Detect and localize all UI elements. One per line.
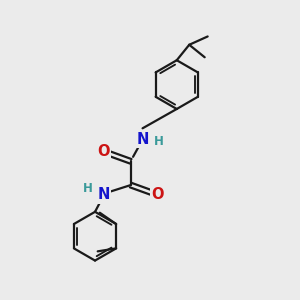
Text: O: O	[151, 188, 164, 202]
Text: O: O	[98, 144, 110, 159]
Text: N: N	[136, 132, 149, 147]
Text: H: H	[154, 136, 164, 148]
Text: N: N	[98, 188, 110, 202]
Text: H: H	[82, 182, 92, 195]
